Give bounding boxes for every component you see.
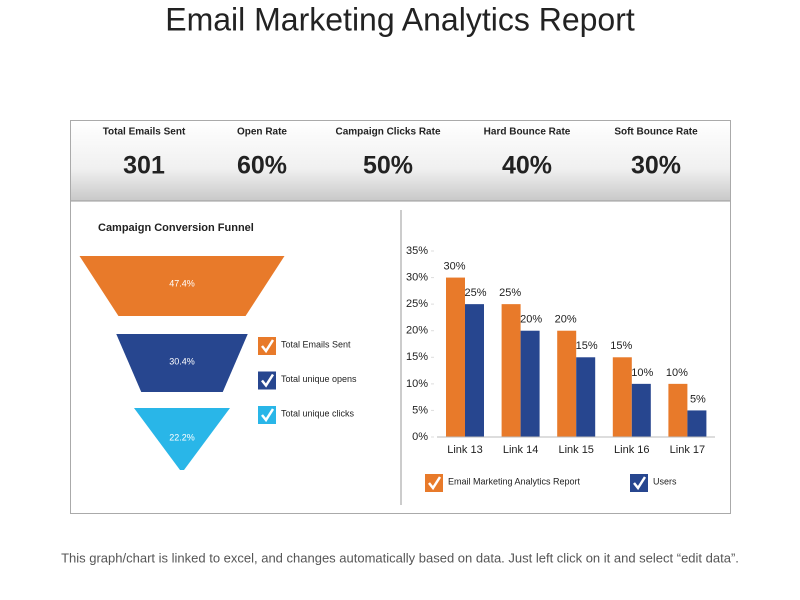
data-label: 20% bbox=[555, 314, 577, 326]
bar bbox=[465, 304, 484, 437]
data-label: 25% bbox=[464, 287, 486, 299]
footer-note: This graph/chart is linked to excel, and… bbox=[61, 550, 739, 565]
legend-check bbox=[261, 373, 275, 388]
bar bbox=[520, 330, 540, 437]
chart-title: Campaign Conversion Funnel bbox=[98, 222, 254, 234]
kpi-label: Open Rate bbox=[237, 127, 287, 138]
legend-swatch bbox=[425, 474, 443, 492]
bar bbox=[631, 383, 651, 437]
bar bbox=[576, 357, 596, 437]
x-tick-label: Link 13 bbox=[447, 444, 482, 456]
x-tick-label: Link 17 bbox=[670, 444, 705, 456]
kpi-value: 301 bbox=[123, 152, 165, 180]
legend-swatch bbox=[258, 337, 276, 355]
funnel-label: 47.4% bbox=[169, 278, 195, 288]
data-label: 15% bbox=[610, 340, 632, 352]
kpi-band bbox=[71, 121, 730, 201]
funnel-segment bbox=[116, 334, 248, 392]
legend-label: Total Emails Sent bbox=[281, 339, 351, 349]
data-label: 5% bbox=[690, 393, 706, 405]
kpi-value: 60% bbox=[237, 152, 287, 180]
data-label: 30% bbox=[443, 260, 465, 272]
x-tick-label: Link 16 bbox=[614, 444, 649, 456]
funnel-segment bbox=[133, 408, 231, 470]
bar bbox=[501, 304, 521, 437]
kpi-label: Soft Bounce Rate bbox=[614, 127, 698, 138]
funnel-label: 30.4% bbox=[169, 356, 195, 366]
y-tick-label: 15% bbox=[406, 351, 428, 363]
y-tick-label: 5% bbox=[412, 404, 428, 416]
bar bbox=[687, 410, 707, 437]
data-label: 10% bbox=[631, 367, 653, 379]
data-label: 15% bbox=[576, 340, 598, 352]
kpi-label: Total Emails Sent bbox=[103, 127, 186, 138]
funnel-label: 22.2% bbox=[169, 432, 195, 442]
legend-label: Email Marketing Analytics Report bbox=[448, 476, 581, 486]
title: Email Marketing Analytics Report bbox=[165, 1, 635, 37]
legend-swatch bbox=[258, 371, 276, 390]
legend-swatch bbox=[258, 406, 276, 424]
y-tick-label: 0% bbox=[412, 431, 428, 443]
funnel-segment bbox=[79, 256, 285, 316]
legend-swatch bbox=[630, 474, 648, 492]
y-tick-label: 20% bbox=[406, 325, 428, 337]
legend-label: Total unique clicks bbox=[281, 408, 355, 418]
kpi-label: Campaign Clicks Rate bbox=[335, 127, 440, 138]
x-tick-label: Link 15 bbox=[558, 444, 593, 456]
legend-check bbox=[633, 476, 647, 491]
kpi-value: 30% bbox=[631, 152, 681, 180]
y-tick-label: 25% bbox=[406, 298, 428, 310]
kpi-value: 40% bbox=[502, 152, 552, 180]
y-tick-label: 30% bbox=[406, 271, 428, 283]
y-tick-label: 10% bbox=[406, 378, 428, 390]
legend-label: Users bbox=[653, 476, 677, 486]
kpi-label: Hard Bounce Rate bbox=[484, 127, 571, 138]
bar bbox=[668, 383, 688, 437]
legend-check bbox=[261, 339, 275, 354]
legend-check bbox=[261, 408, 275, 423]
data-label: 20% bbox=[520, 314, 542, 326]
data-label: 10% bbox=[666, 367, 688, 379]
bar bbox=[557, 330, 577, 437]
kpi-value: 50% bbox=[363, 152, 413, 180]
bar bbox=[612, 357, 632, 437]
legend-label: Total unique opens bbox=[281, 374, 357, 384]
x-tick-label: Link 14 bbox=[503, 444, 538, 456]
legend-check bbox=[428, 476, 442, 491]
bar bbox=[446, 277, 465, 437]
data-label: 25% bbox=[499, 287, 521, 299]
y-tick-label: 35% bbox=[406, 245, 428, 257]
